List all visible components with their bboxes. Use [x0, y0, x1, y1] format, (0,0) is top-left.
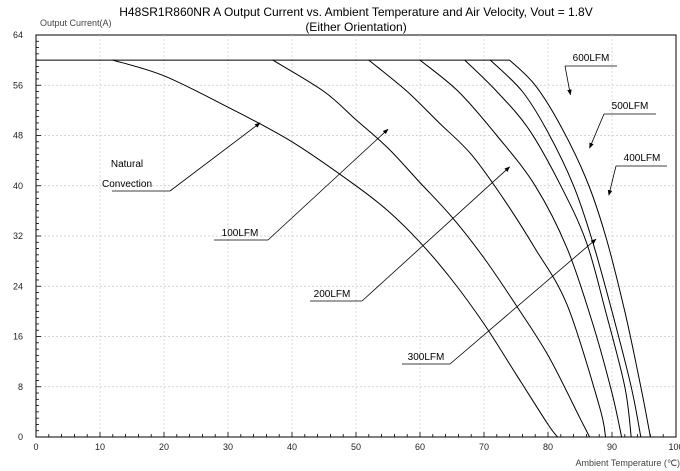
chart-subtitle: (Either Orientation) [305, 20, 406, 34]
annotation-label: 300LFM [408, 352, 445, 363]
series-line-natural-convection [112, 59, 558, 438]
annotation-label: 400LFM [624, 153, 661, 164]
series-lines [36, 59, 651, 438]
x-tick-label: 30 [223, 442, 233, 452]
annotations: Natural Convection 100LFM 200LFM 300LFM 400LF… [102, 53, 667, 365]
x-tick-label: 0 [33, 442, 38, 452]
x-tick-label: 50 [351, 442, 361, 452]
series-line-300lfm [419, 59, 623, 438]
x-tick-label: 40 [287, 442, 297, 452]
annotation-label: 100LFM [222, 228, 259, 239]
y-tick-label: 40 [13, 181, 23, 191]
y-axis-label: Output Current(A) [40, 18, 112, 28]
minor-ticks [35, 34, 677, 438]
x-tick-label: 20 [159, 442, 169, 452]
annotation-arrow [607, 165, 617, 196]
y-tick-label: 0 [18, 432, 23, 442]
grid [36, 35, 676, 437]
x-tick-label: 10 [95, 442, 105, 452]
series-line-400lfm [464, 59, 632, 438]
annotation-arrow [564, 65, 572, 96]
annotation-arrow [361, 166, 511, 302]
x-axis-label: Ambient Temperature (℃) [576, 458, 680, 468]
series-line-100lfm [272, 59, 591, 438]
y-tick-label: 16 [13, 332, 23, 342]
annotation-label: Natural [111, 159, 143, 170]
y-tick-label: 8 [18, 382, 23, 392]
y-tick-label: 32 [13, 231, 23, 241]
x-tick-label: 100 [668, 442, 680, 452]
y-tick-label: 48 [13, 131, 23, 141]
x-tick-label: 60 [415, 442, 425, 452]
series-line-500lfm [490, 59, 642, 438]
series-line-200lfm [368, 59, 607, 438]
annotation-arrow [589, 113, 605, 149]
tick-labels: 0 10 20 30 40 50 60 70 80 90 100 0 8 16 24 32 40 48 56 64 [13, 30, 680, 452]
y-tick-label: 56 [13, 80, 23, 90]
annotation-label: 500LFM [612, 101, 649, 112]
y-tick-label: 24 [13, 281, 23, 291]
annotation-arrow [267, 128, 389, 241]
x-tick-label: 70 [479, 442, 489, 452]
annotation-label: Convection [102, 179, 152, 190]
annotation-arrow [169, 122, 261, 192]
annotation-arrow [449, 238, 597, 365]
series-line-600lfm [509, 59, 651, 438]
chart-title: H48SR1R860NR A Output Current vs. Ambien… [119, 5, 592, 19]
x-tick-label: 90 [607, 442, 617, 452]
y-tick-label: 64 [13, 30, 23, 40]
x-tick-label: 80 [543, 442, 553, 452]
annotation-label: 600LFM [573, 53, 610, 64]
annotation-label: 200LFM [314, 289, 351, 300]
